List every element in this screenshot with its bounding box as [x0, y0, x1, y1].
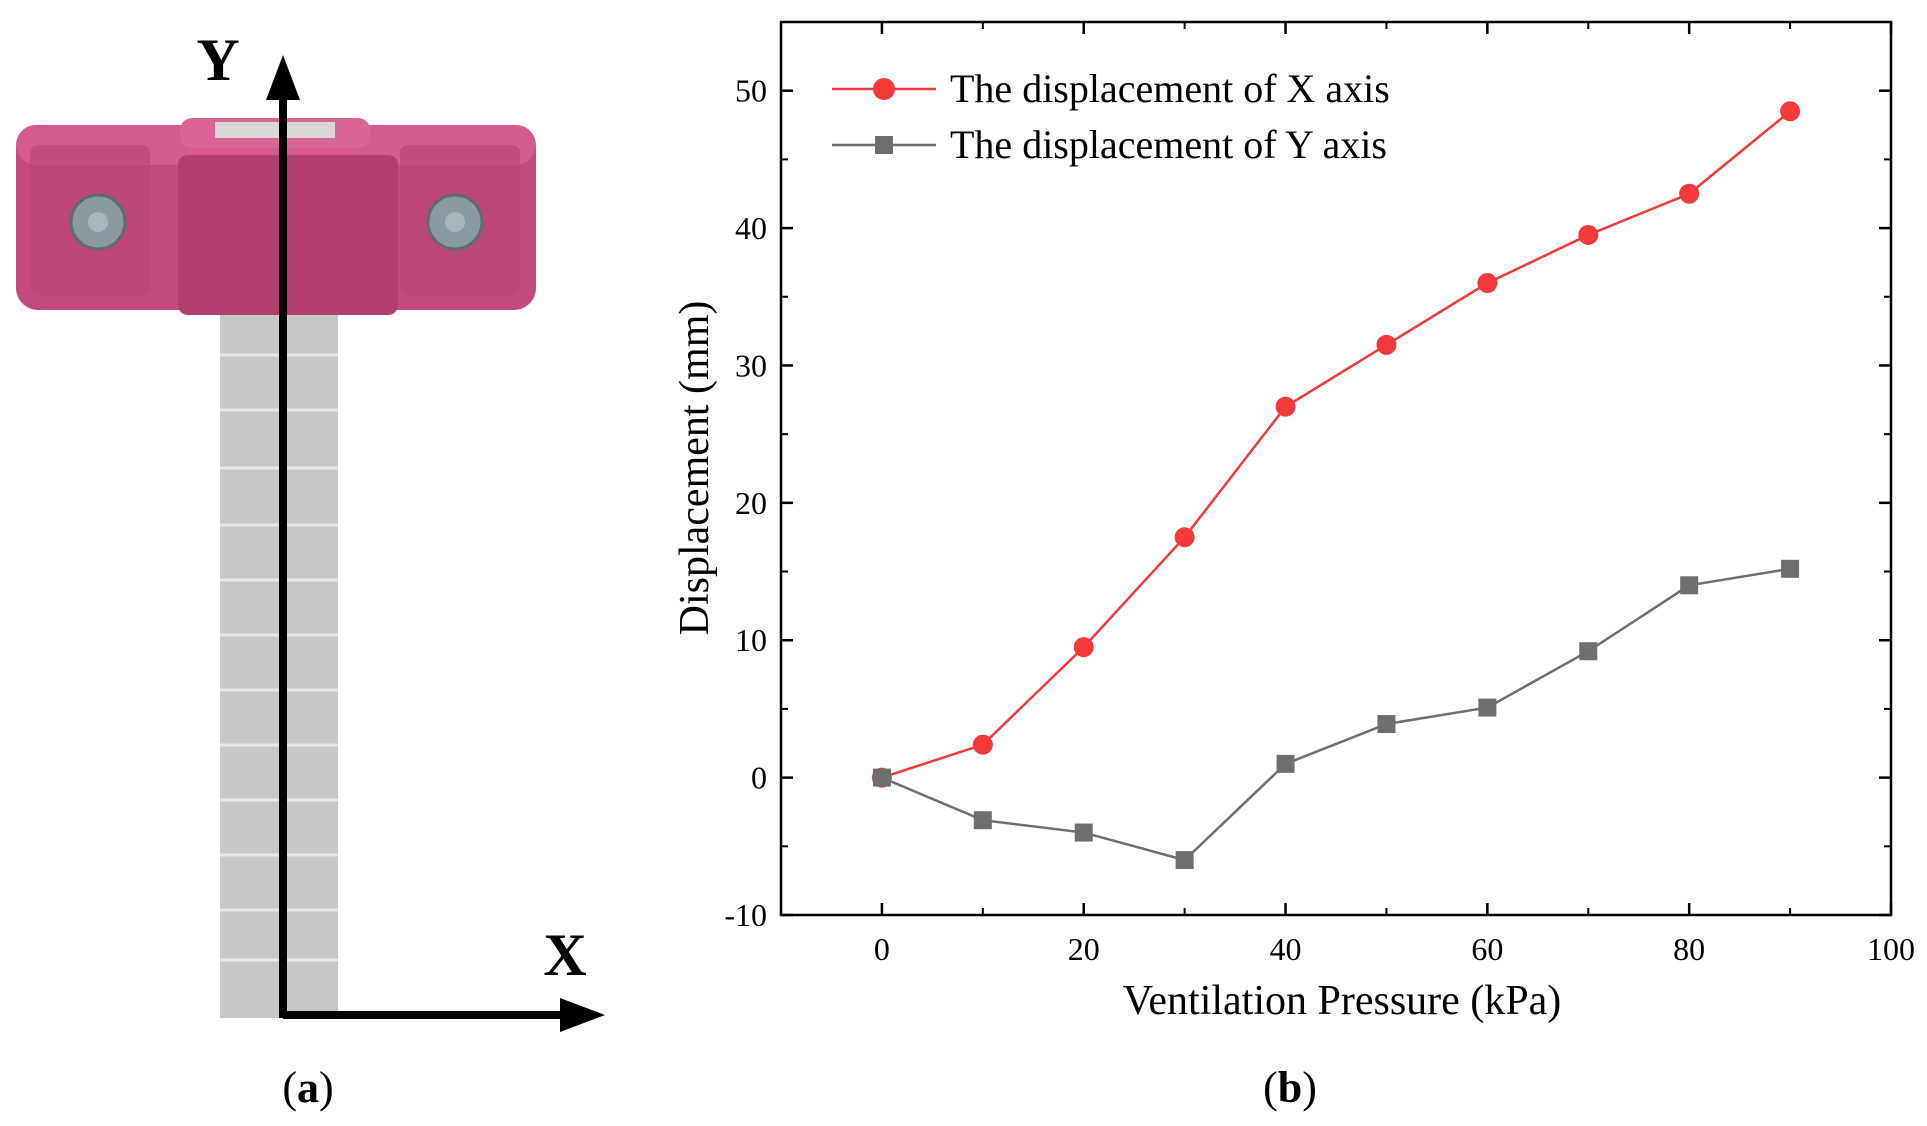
screw-right-icon [426, 193, 484, 251]
plot-frame [779, 20, 1893, 917]
y-axis-title: Displacement (mm) [672, 301, 718, 636]
y-tick-label: 10 [735, 622, 767, 658]
legend-marker-circle [873, 78, 895, 100]
data-point-circle [1578, 224, 1599, 245]
data-point-circle [1174, 527, 1195, 548]
y-ticks: -10 0 10 20 30 40 50 [724, 21, 1891, 933]
data-point-square [872, 768, 891, 787]
y-axis-arrow [266, 55, 300, 1018]
x-ticks: 0 20 40 60 80 100 [780, 22, 1915, 967]
x-axis-letter: X [543, 922, 586, 988]
panel-b-caption: (b) [1263, 1063, 1317, 1112]
data-point-square [1781, 559, 1800, 578]
x-tick-label: 100 [1867, 931, 1915, 967]
x-axis-title: Ventilation Pressure (kPa) [1123, 978, 1562, 1024]
data-point-square [1175, 851, 1194, 870]
series-line [881, 110, 1791, 779]
x-tick-label: 60 [1471, 931, 1503, 967]
data-point-square [1579, 642, 1598, 661]
data-point-circle [1275, 396, 1296, 417]
data-point-square [1478, 698, 1497, 717]
data-point-circle [1679, 183, 1700, 204]
legend-label-x-axis: The displacement of X axis [950, 66, 1390, 111]
panel-a-caption: (a) [282, 1063, 333, 1112]
data-point-square [1276, 754, 1295, 773]
series-line [881, 567, 1791, 862]
series-y-axis [872, 559, 1800, 870]
legend-label-y-axis: The displacement of Y axis [950, 122, 1387, 167]
x-tick-label: 0 [874, 931, 890, 967]
data-point-square [973, 811, 992, 830]
panel-b: 0 20 40 60 80 100 -10 0 10 20 30 40 50 Ventilation … [672, 20, 1915, 1112]
y-tick-label: 0 [751, 760, 767, 796]
panel-a: Y X (a) [16, 27, 605, 1112]
y-tick-label: 20 [735, 485, 767, 521]
panel-a-caption-letter: a [297, 1063, 319, 1112]
data-point-square [1377, 715, 1396, 734]
data-point-circle [1376, 334, 1397, 355]
y-tick-label: -10 [724, 897, 767, 933]
screw-left-icon [69, 193, 127, 251]
panel-b-caption-letter: b [1278, 1063, 1302, 1112]
data-point-circle [972, 734, 993, 755]
y-tick-label: 50 [735, 73, 767, 109]
data-point-circle [1780, 101, 1801, 122]
legend-entry-x-axis: The displacement of X axis [832, 66, 1390, 111]
y-axis-letter: Y [196, 27, 239, 93]
data-point-circle [1477, 273, 1498, 294]
x-tick-label: 80 [1673, 931, 1705, 967]
y-tick-label: 40 [735, 210, 767, 246]
legend: The displacement of X axis The displacem… [832, 66, 1390, 167]
legend-marker-square [875, 136, 893, 154]
data-point-circle [1073, 637, 1094, 658]
x-tick-label: 20 [1068, 931, 1100, 967]
pink-clamp [16, 118, 536, 315]
series-layer [871, 101, 1801, 870]
data-point-square [1074, 823, 1093, 842]
x-tick-label: 40 [1270, 931, 1302, 967]
data-point-square [1680, 576, 1699, 595]
x-axis-arrow [283, 998, 605, 1032]
y-tick-label: 30 [735, 347, 767, 383]
legend-entry-y-axis: The displacement of Y axis [832, 122, 1387, 167]
series-x-axis [871, 101, 1801, 788]
